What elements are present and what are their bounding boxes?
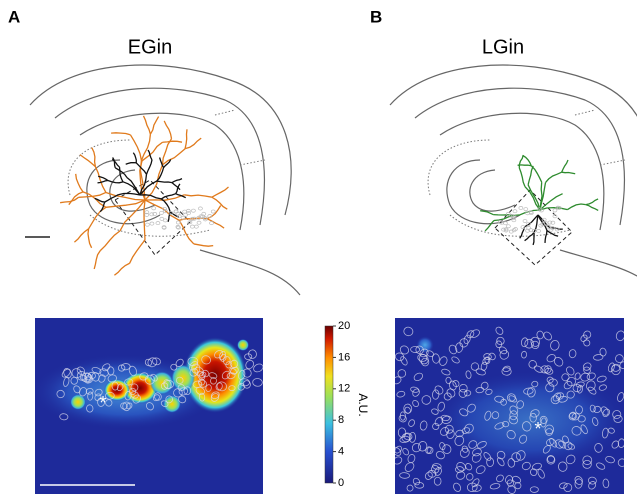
colorbar-tick-label: 16	[338, 351, 350, 363]
neurite	[80, 155, 95, 167]
hippocampus-outline	[30, 65, 300, 295]
soma	[198, 207, 202, 210]
neurite	[88, 229, 92, 248]
neurite	[114, 263, 129, 275]
neurite	[172, 179, 182, 183]
neurite	[518, 165, 532, 166]
soma	[194, 225, 198, 228]
neurite	[95, 167, 106, 193]
neurite	[194, 244, 213, 246]
neurite	[568, 204, 586, 210]
soma	[551, 221, 555, 224]
neurite	[562, 160, 568, 172]
soma	[524, 208, 528, 211]
neurite	[133, 153, 136, 163]
neurite	[586, 205, 598, 211]
neurite	[519, 168, 525, 187]
neurite	[528, 185, 540, 210]
soma	[197, 221, 201, 224]
neurite	[130, 240, 145, 263]
colorbar-label: A.U.	[356, 393, 370, 416]
panel-title: LGin	[482, 36, 524, 58]
neurite	[179, 220, 194, 244]
neurite	[69, 192, 83, 205]
heatmap	[30, 318, 264, 494]
asterisk: *	[99, 393, 106, 413]
neurite	[562, 172, 576, 174]
neurite	[74, 229, 88, 242]
neuron-reconstruction	[480, 155, 598, 245]
soma	[156, 221, 160, 224]
neurite	[586, 199, 598, 205]
soma	[150, 222, 154, 225]
neurite	[113, 158, 116, 168]
neurite	[531, 166, 541, 182]
colorbar-tick-label: 0	[338, 477, 344, 489]
soma	[152, 207, 156, 210]
soma	[519, 206, 523, 209]
neurite	[163, 141, 182, 142]
neurite	[212, 187, 229, 197]
soma	[159, 211, 163, 214]
neurite	[100, 231, 120, 251]
soma	[145, 223, 149, 226]
soma	[160, 217, 164, 220]
neurite	[98, 180, 108, 182]
neurite	[76, 174, 83, 192]
hippocampus-outline	[390, 65, 637, 295]
neurite	[207, 206, 221, 219]
neurite	[157, 181, 172, 183]
panel-title: EGin	[128, 36, 172, 58]
heatmap	[391, 318, 630, 494]
soma	[537, 229, 541, 232]
neurite	[150, 117, 158, 135]
soma	[512, 219, 516, 222]
neurite	[185, 138, 201, 149]
soma	[191, 209, 195, 212]
colorbar-tick-label: 4	[338, 446, 344, 458]
panel-letter: A	[8, 7, 20, 26]
neurite	[144, 200, 145, 240]
neurite	[60, 197, 79, 202]
figure: A EGin B LGin * * A.U. 0 4 8 12 16 20	[0, 0, 637, 494]
soma	[176, 221, 180, 224]
neurite	[485, 220, 494, 230]
neurite	[545, 231, 547, 243]
neurite	[523, 155, 532, 165]
neurite	[126, 163, 137, 165]
neurite	[111, 133, 130, 135]
neurite	[185, 129, 187, 148]
panel-letter: B	[370, 7, 382, 26]
soma	[523, 219, 527, 222]
neurite	[528, 166, 533, 185]
neurite	[144, 116, 151, 134]
neurite	[120, 167, 123, 182]
neurite	[545, 172, 561, 182]
neurite	[147, 160, 152, 174]
neurite	[118, 193, 140, 195]
colorbar-tick-label: 12	[338, 383, 350, 395]
soma	[506, 225, 510, 228]
neurite	[94, 251, 100, 269]
neurite	[79, 192, 106, 197]
neurite	[141, 134, 150, 160]
soma	[513, 210, 517, 213]
colorbar-tick-label: 8	[338, 414, 344, 426]
soma	[186, 209, 190, 212]
neurite	[108, 181, 123, 183]
asterisk: *	[534, 419, 541, 439]
neurite	[519, 155, 523, 168]
neurite	[184, 195, 212, 197]
soma	[553, 209, 557, 212]
soma	[211, 210, 215, 213]
colorbar	[325, 326, 333, 483]
soma	[210, 222, 214, 225]
soma	[190, 225, 194, 228]
colorbar-tick-label: 20	[338, 320, 350, 332]
neurite	[164, 121, 171, 139]
